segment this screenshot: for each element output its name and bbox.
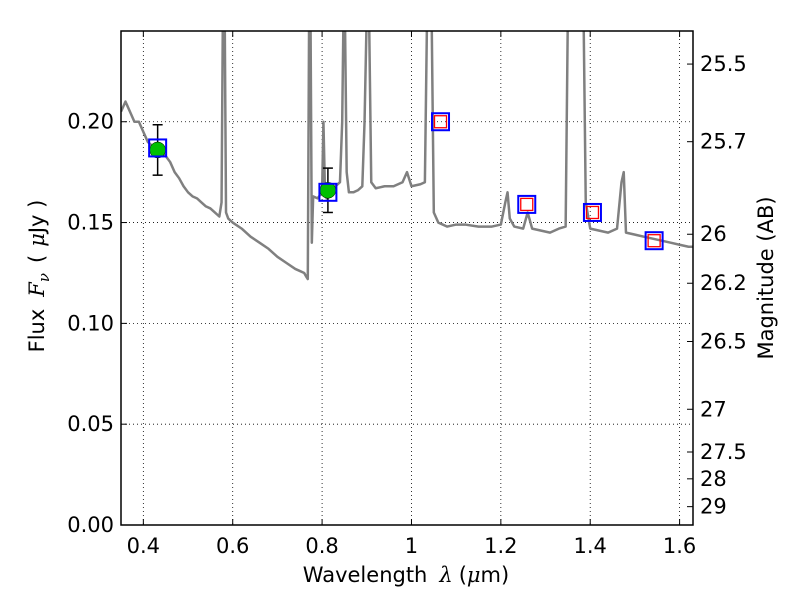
x-tick-label: 0.6 xyxy=(216,534,249,558)
y-tick-label: 0.15 xyxy=(67,211,114,235)
x-axis-label: Wavelength λ (μm) xyxy=(303,563,509,587)
y2-tick-label: 25.5 xyxy=(700,52,747,76)
y-tick-label: 0.05 xyxy=(67,412,114,436)
model-square xyxy=(431,112,451,132)
model-square xyxy=(644,231,664,251)
synthetic-square xyxy=(647,234,661,248)
x-tick-label: 1 xyxy=(405,534,418,558)
synthetic-square xyxy=(520,197,534,212)
y-tick-label: 0.00 xyxy=(67,513,114,537)
spectrum-line xyxy=(121,31,693,281)
plot-frame xyxy=(120,30,694,526)
y-tick-label: 0.10 xyxy=(67,311,114,335)
synthetic-square xyxy=(585,205,600,220)
y2-tick-label: 25.7 xyxy=(700,130,747,154)
y-axis-label: FluxFν(μJy ) xyxy=(25,200,53,353)
y2-tick-label: 29 xyxy=(700,495,727,519)
y2-tick-label: 27.5 xyxy=(700,440,747,464)
x-tick-label: 1.6 xyxy=(663,534,696,558)
x-tick-label: 0.8 xyxy=(305,534,338,558)
y2-tick-label: 27 xyxy=(700,397,727,421)
y2-tick-label: 26.5 xyxy=(700,330,747,354)
x-tick-label: 1.2 xyxy=(484,534,517,558)
axis-ticks: 0.4 0.6 0.8 1 1.2 1.4 1.6 0.00 0.05 0.10 0.15 0.20 2… xyxy=(67,31,747,558)
x-tick-label: 1.4 xyxy=(574,534,607,558)
synthetic-square xyxy=(433,115,448,129)
y2-axis-label: Magnitude (AB) xyxy=(754,196,778,359)
x-tick-label: 0.4 xyxy=(127,534,160,558)
y2-tick-label: 26.2 xyxy=(700,271,747,295)
model-square xyxy=(517,194,537,214)
model-square xyxy=(582,202,602,222)
spectrum-layer xyxy=(121,31,693,281)
y2-tick-label: 28 xyxy=(700,467,727,491)
photometry-layer xyxy=(148,112,664,251)
y-tick-label: 0.20 xyxy=(67,110,114,134)
model-square xyxy=(318,182,338,202)
model-square xyxy=(148,138,168,158)
y2-tick-label: 26 xyxy=(700,222,727,246)
